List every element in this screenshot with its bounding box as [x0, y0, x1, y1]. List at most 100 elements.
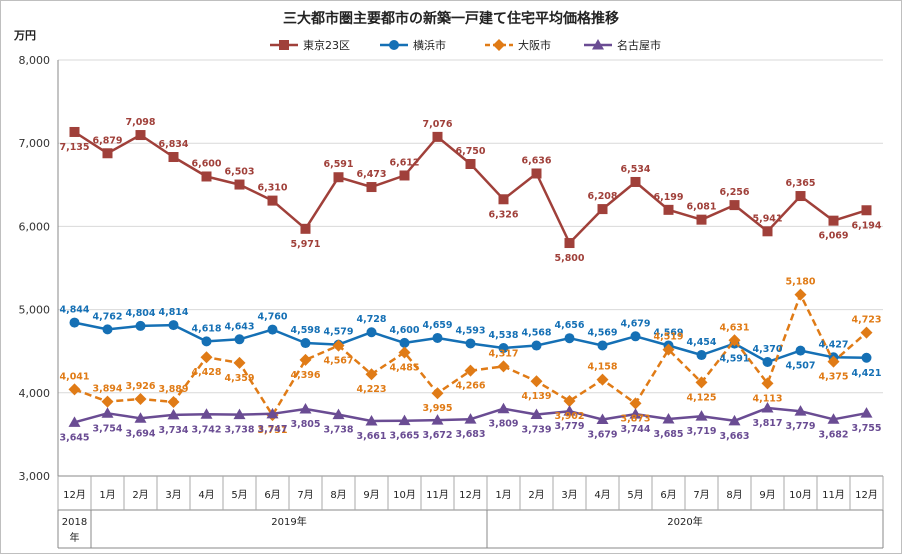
data-label: 3,645	[59, 432, 89, 443]
marker-triangle	[629, 408, 642, 419]
legend-label: 名古屋市	[617, 38, 661, 52]
data-label: 4,804	[125, 308, 155, 319]
data-label: 3,663	[719, 431, 749, 442]
data-label: 4,598	[290, 325, 320, 336]
marker-diamond	[365, 368, 378, 381]
data-label: 4,485	[389, 362, 419, 373]
data-label: 6,636	[521, 155, 551, 166]
x-tick-label: 7月	[297, 489, 313, 501]
data-label: 3,734	[158, 425, 188, 436]
data-label: 3,779	[554, 421, 584, 432]
data-label: 3,682	[818, 429, 848, 440]
data-label: 4,679	[620, 318, 650, 329]
marker-diamond	[497, 360, 510, 373]
data-label: 4,507	[785, 361, 815, 372]
y-tick-label: 7,000	[19, 137, 51, 150]
series-layer	[68, 126, 873, 427]
marker-circle	[762, 357, 773, 368]
data-label: 4,760	[257, 312, 287, 323]
data-label: 3,661	[356, 431, 386, 442]
data-label: 3,683	[455, 429, 485, 440]
data-label: 3,894	[92, 384, 122, 395]
data-label: 3,755	[851, 423, 881, 434]
data-label: 6,365	[785, 178, 815, 189]
data-label: 3,731	[257, 425, 287, 436]
data-label: 4,223	[356, 384, 386, 395]
x-tick-label: 6月	[264, 489, 280, 501]
data-label: 4,538	[488, 330, 518, 341]
x-tick-label: 9月	[759, 489, 775, 501]
data-label: 3,672	[422, 430, 452, 441]
data-label: 4,266	[455, 381, 485, 392]
data-label: 5,800	[554, 253, 584, 264]
data-label: 6,600	[191, 158, 221, 169]
marker-triangle	[299, 403, 312, 414]
data-label: 6,473	[356, 169, 386, 180]
marker-diamond	[794, 288, 807, 301]
marker-diamond	[695, 376, 708, 389]
data-label: 4,370	[752, 344, 782, 355]
x-tick-label: 5月	[627, 489, 643, 501]
marker-triangle	[233, 408, 246, 420]
marker-diamond	[167, 396, 180, 409]
data-label: 4,158	[587, 362, 617, 373]
data-label: 4,569	[653, 327, 683, 338]
y-tick-label: 8,000	[19, 54, 51, 67]
marker-triangle	[761, 402, 774, 413]
marker-square	[201, 171, 212, 182]
marker-circle	[630, 331, 641, 342]
marker-diamond	[493, 39, 505, 51]
data-label: 4,427	[818, 339, 848, 350]
marker-circle	[102, 324, 113, 335]
data-label: 4,762	[92, 311, 122, 322]
data-label: 4,728	[356, 314, 386, 325]
marker-diamond	[233, 356, 246, 369]
data-label: 6,534	[620, 164, 650, 175]
marker-circle	[696, 350, 707, 361]
data-label: 4,125	[686, 392, 716, 403]
data-label: 3,805	[290, 419, 320, 430]
data-label: 4,041	[59, 371, 89, 382]
data-label: 3,889	[158, 384, 188, 395]
marker-circle	[267, 324, 278, 335]
x-tick-label: 8月	[330, 489, 346, 501]
y-axis-unit: 万円	[13, 29, 36, 42]
marker-square	[762, 226, 773, 237]
x-tick-label: 7月	[693, 489, 709, 501]
marker-triangle	[860, 407, 873, 418]
data-label: 4,656	[554, 320, 584, 331]
marker-triangle	[167, 408, 180, 420]
data-label: 6,591	[323, 159, 353, 170]
marker-circle	[234, 334, 245, 345]
data-label: 4,139	[521, 391, 551, 402]
marker-square	[498, 194, 509, 205]
marker-diamond	[827, 355, 840, 368]
marker-triangle	[431, 414, 444, 425]
data-label: 4,579	[323, 327, 353, 338]
data-label: 4,844	[59, 305, 89, 316]
marker-diamond	[431, 387, 444, 400]
marker-diamond	[332, 339, 345, 352]
data-label: 3,926	[125, 381, 155, 392]
data-label: 4,643	[224, 321, 254, 332]
marker-triangle	[794, 405, 807, 416]
marker-square	[69, 126, 80, 137]
data-label: 3,738	[323, 425, 353, 436]
marker-square	[696, 214, 707, 225]
marker-diamond	[563, 394, 576, 407]
x-tick-label: 3月	[561, 489, 577, 501]
data-label: 4,317	[488, 348, 518, 359]
marker-triangle	[563, 405, 576, 416]
x-tick-label: 8月	[726, 489, 742, 501]
x-tick-label: 12月	[855, 489, 878, 501]
marker-square	[630, 176, 641, 187]
data-label: 4,600	[389, 325, 419, 336]
marker-square	[102, 148, 113, 159]
data-label: 4,113	[752, 393, 782, 404]
data-label: 4,428	[191, 367, 221, 378]
data-label: 5,180	[785, 277, 815, 288]
data-label: 3,817	[752, 418, 782, 429]
data-label: 6,326	[488, 209, 518, 220]
x-tick-label: 10月	[789, 489, 812, 501]
data-label: 3,809	[488, 419, 518, 430]
